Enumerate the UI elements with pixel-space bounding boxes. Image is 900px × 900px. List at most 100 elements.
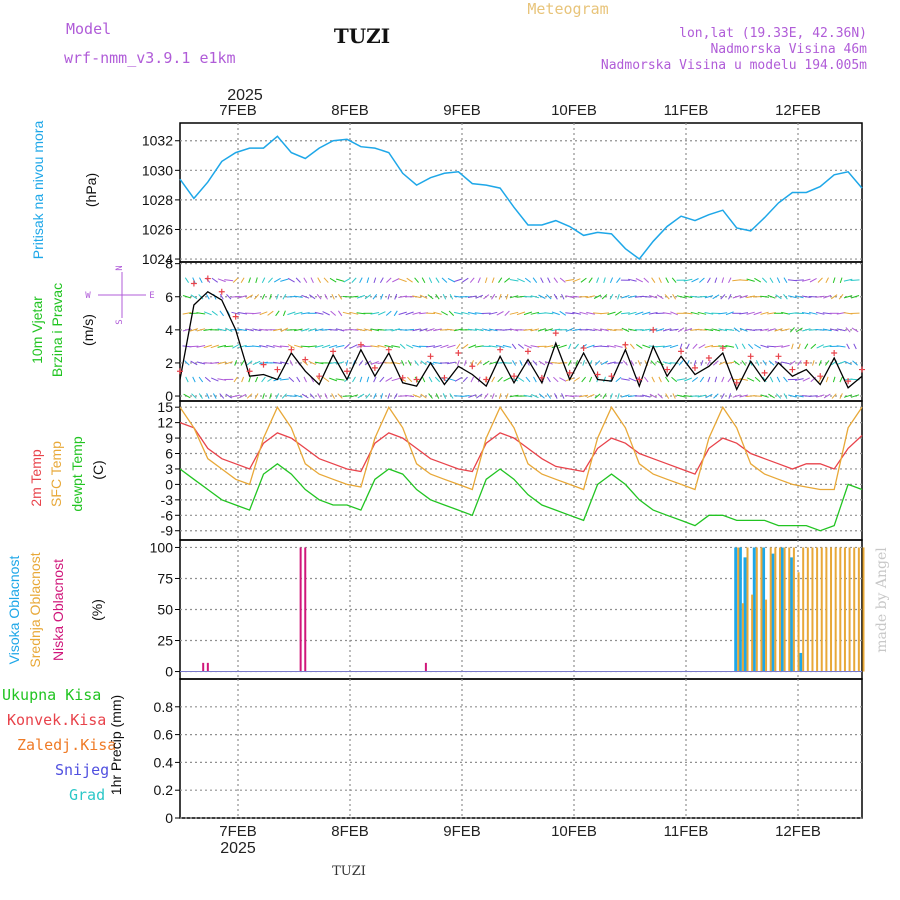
wind-arrow (524, 277, 532, 283)
wind-arrow (850, 394, 860, 398)
wind-arrow (728, 277, 732, 284)
wind-arrow (182, 295, 192, 299)
wind-arrow (398, 311, 407, 315)
wind-arrow (356, 294, 365, 299)
wind-arrow (706, 360, 711, 366)
wind-arrow (599, 345, 610, 348)
wind-arrow (238, 312, 248, 315)
wind-arrow (488, 345, 498, 348)
wind-arrow (224, 345, 234, 348)
wind-arrow (572, 311, 582, 315)
wind-arrow (252, 345, 262, 348)
wind-arrow (637, 360, 641, 366)
wind-arrow (714, 277, 718, 283)
wind-compass: E W N S (85, 265, 154, 324)
wind-arrow (728, 393, 732, 399)
wind-arrow (198, 376, 204, 383)
wind-arrow (331, 393, 336, 399)
wind-arrow (440, 344, 449, 349)
gust-marker (719, 345, 726, 352)
gust-marker (580, 345, 587, 352)
wind-arrow (337, 310, 343, 317)
wind-arrow (387, 293, 390, 300)
wind-arrow (303, 277, 308, 284)
wind-arrow (203, 344, 212, 349)
wind-arrow (553, 376, 559, 383)
wind-arrow (273, 345, 282, 348)
top-date-label: 7FEB (219, 102, 257, 119)
wind-arrow (267, 277, 273, 283)
wind-arrow (447, 361, 456, 365)
wind-arrow (385, 377, 393, 382)
wind-arrow (322, 311, 330, 316)
wind-arrow (482, 360, 490, 366)
wind-arrow (630, 360, 635, 366)
wind-arrow (373, 277, 377, 284)
wind-arrow (546, 393, 552, 399)
wind-arrow (517, 343, 525, 349)
bottom-date-labels: 7FEB 8FEB 9FEB 10FEB 11FEB 12FEB (219, 823, 821, 840)
top-date-label: 11FEB (664, 102, 709, 119)
wind-arrow (512, 360, 517, 366)
wind-arrow (801, 295, 811, 298)
wind-arrow (384, 344, 394, 348)
wind-arrow (617, 393, 620, 399)
cloud-low-side-label: Niska Oblacnost (50, 559, 66, 661)
wind-arrow (783, 277, 788, 284)
wind-arrow (442, 393, 447, 399)
wind-arrow (832, 376, 836, 383)
wind-arrow (669, 328, 679, 331)
wind-arrow (746, 377, 755, 382)
precip-frame (179, 678, 863, 819)
wind-arrow (483, 393, 489, 399)
wind-arrow (328, 361, 338, 365)
gust-marker (385, 346, 392, 353)
wind-arrow (217, 328, 227, 332)
wind-arrow (219, 310, 225, 317)
temp-ytick-label: 0 (165, 476, 173, 492)
precip-ytick-label: 0.2 (154, 782, 174, 798)
temp-ytick-label: 15 (157, 399, 173, 415)
pressure-frame (179, 122, 863, 263)
wind-arrow (822, 345, 832, 348)
wind-arrow (419, 294, 428, 299)
wind-arrow (567, 360, 572, 366)
wind-arrow (843, 394, 853, 398)
wind-arrow (462, 343, 469, 349)
wind-arrow (839, 393, 843, 399)
wind-arrow (212, 393, 217, 399)
wind-arrow (774, 345, 783, 348)
wind-arrow (662, 328, 672, 332)
wind-arrow (314, 311, 324, 315)
model-name: wrf-nmm_v3.9.1 e1km (64, 49, 236, 67)
wind-arrow (412, 311, 421, 315)
gust-marker (330, 348, 337, 355)
wind-arrow (565, 312, 575, 315)
wind-arrow (359, 376, 363, 383)
wind-arrow (697, 394, 707, 398)
wind-arrow (337, 393, 343, 399)
wind-arrow (530, 295, 540, 299)
wind-arrow (316, 293, 322, 300)
wind-arrow (678, 360, 684, 366)
wind-arrow (519, 360, 523, 366)
precip-panel: 0 0.2 0.4 0.6 0.8 (154, 678, 863, 826)
wind-arrow (761, 277, 768, 283)
meteogram-title: Meteogram (527, 0, 608, 18)
wind-arrow (664, 294, 670, 300)
wind-arrow (342, 311, 352, 315)
wind-arrow (323, 277, 329, 283)
wind-arrow (662, 312, 672, 315)
wind-arrow (713, 393, 719, 399)
wind-arrow (261, 376, 266, 383)
wind-arrow (665, 393, 670, 399)
wind-arrow (343, 277, 351, 283)
top-date-label: 9FEB (443, 102, 481, 119)
wind-arrow (579, 311, 588, 315)
bottom-date-label: 11FEB (664, 823, 709, 840)
wind-arrow (407, 376, 413, 383)
wind-arrow (433, 328, 442, 332)
gust-marker (524, 348, 531, 355)
wind-arrow (561, 393, 565, 399)
wind-arrow (641, 394, 651, 398)
